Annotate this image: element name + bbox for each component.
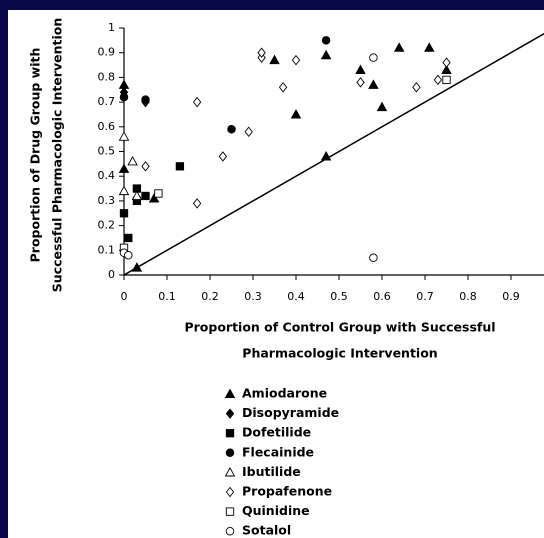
point	[119, 209, 129, 218]
x-tick-label: 0.9	[502, 290, 520, 303]
point	[355, 64, 366, 75]
point	[119, 92, 129, 102]
legend-symbol	[225, 486, 235, 498]
point	[141, 161, 150, 172]
identity-line	[123, 32, 544, 276]
legend-label: Flecainide	[242, 444, 314, 459]
legend-symbol	[224, 466, 236, 477]
legend-symbol	[225, 408, 235, 419]
x-tick-label: 0.8	[459, 290, 477, 303]
point	[218, 151, 228, 162]
legend-label: Disopyramide	[242, 405, 339, 420]
point	[320, 151, 332, 161]
y-tick-label: 1	[108, 21, 115, 34]
y-tick-label: 0.4	[98, 169, 116, 182]
point	[441, 64, 452, 75]
point	[368, 79, 379, 89]
y-axis-label: Successful Pharmacologic Intervention	[50, 18, 65, 292]
legend-label: Quinidine	[242, 503, 310, 518]
y-tick-label: 0	[108, 268, 115, 281]
x-tick-label: 0.7	[416, 290, 434, 303]
point	[320, 49, 332, 60]
point	[124, 250, 133, 260]
point	[141, 95, 150, 104]
point	[442, 75, 451, 85]
legend-symbol	[225, 448, 235, 458]
legend-symbol	[225, 507, 235, 516]
x-tick-label: 0.5	[330, 290, 348, 303]
y-tick-label: 0.3	[98, 194, 116, 207]
point	[321, 36, 331, 45]
point	[376, 101, 388, 112]
y-axis-label: Proportion of Drug Group with	[28, 48, 43, 263]
point	[290, 109, 302, 119]
y-tick-label: 0.7	[98, 95, 116, 108]
point	[154, 189, 163, 198]
point	[148, 193, 160, 203]
point	[257, 47, 266, 58]
point	[369, 253, 378, 262]
x-tick-label: 0.1	[158, 290, 176, 303]
point	[131, 262, 143, 272]
y-tick-label: 0.6	[98, 120, 116, 133]
point	[369, 53, 378, 62]
point	[412, 82, 421, 93]
legend-label: Sotalol	[242, 523, 291, 538]
legend-symbol	[225, 526, 235, 536]
point	[127, 155, 138, 166]
point	[433, 74, 443, 86]
y-tick-label: 0.2	[98, 219, 116, 232]
point	[118, 131, 130, 141]
panel	[8, 10, 544, 538]
y-tick-label: 0.9	[98, 46, 116, 59]
legend-label: Propafenone	[242, 484, 332, 499]
point	[175, 162, 185, 171]
point	[278, 82, 288, 93]
point	[118, 163, 130, 173]
point	[291, 54, 301, 66]
point	[442, 57, 451, 68]
point	[192, 198, 202, 209]
x-tick-label: 0.6	[373, 290, 391, 303]
x-tick-label: 0.4	[287, 290, 305, 303]
point	[124, 233, 133, 243]
point	[141, 191, 150, 201]
point	[227, 125, 236, 134]
legend-label: Dofetilide	[242, 425, 311, 440]
point	[356, 77, 365, 88]
legend-symbol	[224, 388, 236, 399]
x-tick-label: 0.2	[201, 290, 219, 303]
legend-label: Amiodarone	[242, 386, 327, 401]
x-axis-label: Proportion of Control Group with Success…	[184, 320, 495, 335]
y-tick-label: 0.1	[98, 243, 116, 256]
y-tick-label: 0.5	[98, 145, 116, 158]
x-axis-label: Pharmacologic Intervention	[242, 346, 437, 361]
point	[192, 96, 202, 108]
legend-label: Ibutilide	[242, 464, 301, 479]
point	[393, 42, 405, 52]
point	[118, 185, 130, 196]
point	[244, 126, 253, 137]
x-tick-label: 0	[121, 290, 128, 303]
point	[131, 190, 143, 201]
y-tick-label: 0.8	[98, 70, 116, 83]
point	[269, 54, 280, 65]
point	[424, 42, 435, 52]
x-tick-label: 0.3	[244, 290, 262, 303]
legend-symbol	[225, 429, 235, 438]
